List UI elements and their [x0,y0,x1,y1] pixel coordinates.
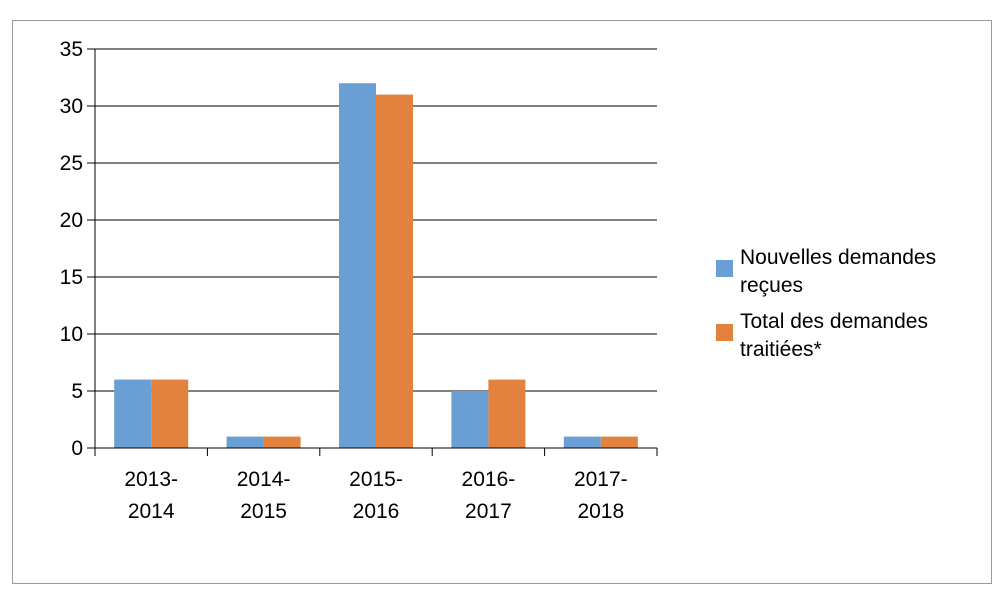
y-tick-label: 5 [71,380,83,403]
x-tick-label: 2016-2017 [462,468,516,523]
legend: Nouvelles demandes reçues Total des demand… [716,246,936,361]
labels: 0 5 10 15 20 25 30 35 2013-2014 2014-2015 2015-201… [60,38,628,523]
bar [263,436,301,448]
bar [600,436,638,448]
legend-label: Total des demandes traitiées* [740,310,928,361]
y-tick-label: 30 [60,95,83,118]
bar [339,83,376,448]
legend-swatch [716,260,733,277]
chart-frame [12,20,992,584]
legend-swatch [716,324,733,341]
legend-label: Nouvelles demandes reçues [740,246,936,297]
x-tick-label: 2014-2015 [237,468,291,523]
bar [488,379,526,448]
bar [226,436,264,448]
y-tick-label: 10 [60,323,83,346]
bar [376,94,413,448]
x-tick-label: 2015-2016 [349,468,403,523]
y-tick-label: 20 [60,209,83,232]
y-tick-label: 35 [60,38,83,61]
bar [114,379,152,448]
x-tick-label: 2017-2018 [574,468,628,523]
bar [563,436,601,448]
bar [151,379,189,448]
axes [87,48,658,456]
x-tick-label: 2013-2014 [124,468,178,523]
bars [114,83,638,448]
y-tick-label: 15 [60,266,83,289]
y-tick-label: 0 [71,437,83,460]
y-tick-label: 25 [60,152,83,175]
bar [451,391,489,448]
